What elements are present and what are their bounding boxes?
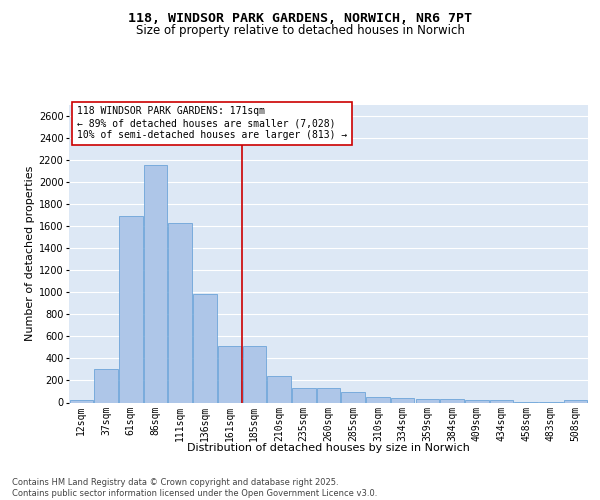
Y-axis label: Number of detached properties: Number of detached properties (25, 166, 35, 342)
Text: 118, WINDSOR PARK GARDENS, NORWICH, NR6 7PT: 118, WINDSOR PARK GARDENS, NORWICH, NR6 … (128, 12, 472, 26)
Bar (564, 400, 587, 402)
Bar (292, 388, 316, 402)
Bar (366, 397, 389, 402)
Bar (391, 398, 415, 402)
Bar (440, 398, 464, 402)
Text: Contains HM Land Registry data © Crown copyright and database right 2025.
Contai: Contains HM Land Registry data © Crown c… (12, 478, 377, 498)
Bar (490, 400, 513, 402)
Bar (193, 294, 217, 403)
Bar (341, 392, 365, 402)
X-axis label: Distribution of detached houses by size in Norwich: Distribution of detached houses by size … (187, 444, 470, 454)
Bar (119, 216, 143, 402)
Bar (416, 398, 439, 402)
Text: Size of property relative to detached houses in Norwich: Size of property relative to detached ho… (136, 24, 464, 37)
Bar (242, 346, 266, 403)
Bar (268, 376, 291, 402)
Text: 118 WINDSOR PARK GARDENS: 171sqm
← 89% of detached houses are smaller (7,028)
10: 118 WINDSOR PARK GARDENS: 171sqm ← 89% o… (77, 106, 347, 140)
Bar (317, 388, 340, 402)
Bar (144, 164, 167, 402)
Bar (465, 400, 488, 402)
Bar (94, 370, 118, 402)
Bar (169, 223, 192, 402)
Bar (218, 346, 241, 403)
Bar (70, 400, 93, 402)
